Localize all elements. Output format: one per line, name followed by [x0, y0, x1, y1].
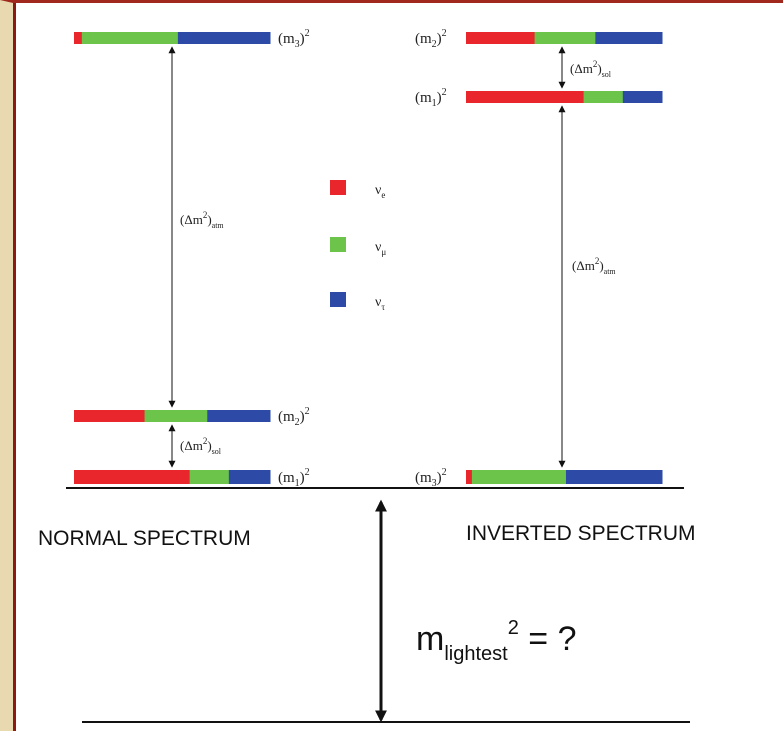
normal-spectrum-title: NORMAL SPECTRUM	[38, 527, 251, 550]
legend-label-nu-mu: νμ	[375, 240, 386, 257]
normal-level-m3-label: (m3)2	[278, 28, 310, 50]
flavor-segment-nu-mu	[471, 470, 567, 484]
legend-swatch-nu-mu	[330, 237, 346, 252]
legend-swatch-nu-e	[330, 180, 346, 195]
flavor-segment-nu-e	[74, 32, 83, 44]
flavor-segment-nu-tau	[565, 470, 663, 484]
normal-spectrum: (m3)2 (m2)2 (m1)2 (Δm2)atm (Δm2)sol NORM…	[38, 28, 310, 550]
normal-level-m1-label: (m1)2	[278, 467, 310, 489]
inverted-level-m1	[466, 91, 663, 103]
diagram-panel	[13, 3, 783, 731]
legend-swatch-nu-tau	[330, 292, 346, 307]
flavor-segment-nu-tau	[595, 32, 663, 44]
flavor-segment-nu-e	[466, 91, 585, 103]
flavor-segment-nu-mu	[144, 410, 208, 422]
inverted-level-m2-label: (m2)2	[415, 28, 447, 50]
normal-level-m1	[74, 470, 271, 484]
inverted-level-m3	[466, 470, 663, 484]
legend-label-nu-e: νe	[375, 183, 385, 200]
normal-level-m2-label: (m2)2	[278, 406, 310, 428]
inverted-level-m3-label: (m3)2	[415, 467, 447, 489]
inverted-spectrum: (m2)2 (m1)2 (m3)2 (Δm2)sol (Δm2)atm INVE…	[415, 28, 695, 545]
inverted-spectrum-title: INVERTED SPECTRUM	[466, 522, 695, 545]
flavor-segment-nu-tau	[177, 32, 271, 44]
flavor-segment-nu-e	[466, 470, 473, 484]
inverted-level-m2	[466, 32, 663, 44]
flavor-segment-nu-tau	[228, 470, 271, 484]
lightest-mass-question: mlightest2 = ?	[416, 617, 577, 665]
inverted-sol-gap-label: (Δm2)sol	[570, 59, 612, 79]
flavor-segment-nu-mu	[189, 470, 230, 484]
legend-label-nu-tau: ντ	[375, 295, 385, 312]
normal-atm-gap-label: (Δm2)atm	[180, 210, 224, 230]
flavor-segment-nu-e	[466, 32, 536, 44]
flavor-segment-nu-tau	[622, 91, 663, 103]
inverted-level-m1-label: (m1)2	[415, 87, 447, 109]
normal-level-m3	[74, 32, 271, 44]
normal-level-m2	[74, 410, 271, 422]
flavor-segment-nu-mu	[81, 32, 179, 44]
flavor-legend: νe νμ ντ	[330, 180, 386, 312]
inverted-atm-gap-label: (Δm2)atm	[572, 256, 616, 276]
flavor-segment-nu-tau	[207, 410, 271, 422]
normal-sol-gap-label: (Δm2)sol	[180, 436, 222, 456]
flavor-segment-nu-mu	[583, 91, 624, 103]
flavor-segment-nu-e	[74, 410, 146, 422]
flavor-segment-nu-e	[74, 470, 191, 484]
flavor-segment-nu-mu	[534, 32, 596, 44]
